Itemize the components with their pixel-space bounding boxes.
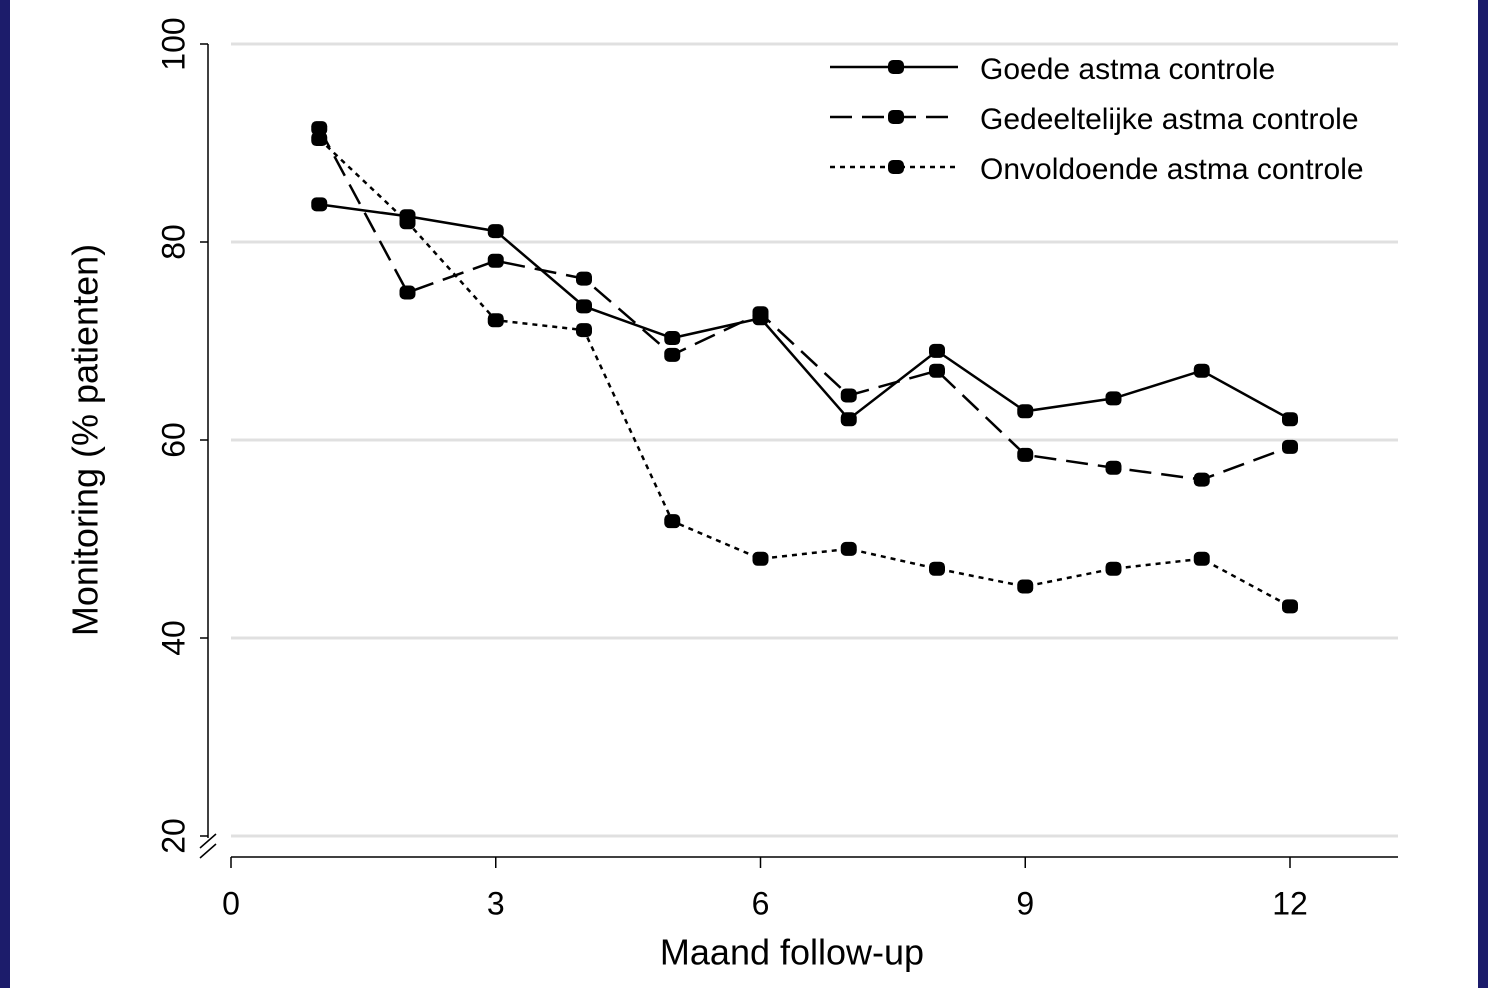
data-point [752, 306, 769, 321]
data-point [1017, 579, 1034, 594]
data-point [576, 271, 592, 286]
data-point [840, 541, 857, 556]
y-tick-label: 20 [155, 818, 191, 854]
x-tick-label: 6 [752, 885, 770, 921]
data-point [664, 514, 681, 529]
data-point [752, 551, 769, 566]
data-point [664, 347, 681, 362]
data-point [576, 299, 592, 314]
data-point [399, 215, 416, 230]
data-point [487, 253, 504, 268]
legend-marker [888, 60, 904, 74]
data-point [1282, 439, 1298, 454]
y-tick-label: 80 [155, 224, 191, 260]
data-point [311, 121, 328, 136]
data-point [1282, 599, 1298, 614]
data-point [1017, 447, 1034, 462]
x-tick-label: 12 [1272, 885, 1308, 921]
legend-marker [888, 110, 904, 124]
data-point [1193, 551, 1210, 566]
y-tick-label: 100 [155, 17, 191, 70]
data-point [929, 343, 945, 358]
data-point [1105, 391, 1122, 406]
data-point [840, 412, 857, 427]
series-line [319, 203, 1291, 421]
legend-label: Gedeeltelijke astma controle [980, 103, 1359, 136]
legend-marker [888, 160, 904, 174]
data-point [1105, 460, 1122, 475]
legend-label: Onvoldoende astma controle [980, 153, 1364, 186]
data-point [311, 132, 328, 147]
x-tick-label: 9 [1016, 885, 1034, 921]
data-point [929, 363, 945, 378]
legend-label: Goede astma controle [980, 53, 1275, 86]
y-tick-label: 60 [155, 422, 191, 458]
data-point [929, 561, 945, 576]
series-line [318, 127, 1291, 481]
y-tick-label: 40 [155, 620, 191, 656]
data-point [840, 388, 857, 403]
axis-break [199, 833, 217, 849]
data-point [399, 285, 416, 300]
data-point [664, 331, 681, 346]
data-point [1105, 561, 1122, 576]
data-point [1017, 404, 1034, 419]
y-axis-label: Monitoring (% patienten) [65, 244, 106, 636]
x-tick-label: 3 [487, 885, 505, 921]
data-point [576, 323, 592, 338]
data-point [487, 313, 504, 328]
x-tick-label: 0 [222, 885, 240, 921]
x-axis-label: Maand follow-up [660, 932, 924, 973]
data-point [1193, 472, 1210, 487]
data-point [311, 197, 328, 212]
data-point [487, 224, 504, 239]
series-line [318, 138, 1291, 608]
data-point [1282, 412, 1298, 427]
plot-background [10, 0, 1478, 988]
axis-break [199, 843, 217, 859]
data-point [1193, 363, 1210, 378]
